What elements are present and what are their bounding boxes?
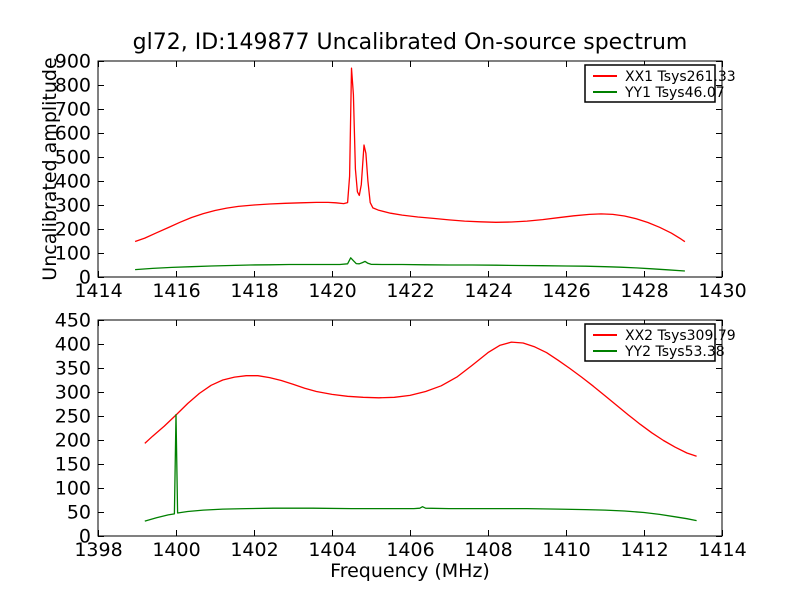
y-axis-label: Uncalibrated amplitude — [39, 57, 61, 281]
legend-label: XX1 Tsys261.33 — [625, 69, 736, 85]
y-tick-label: 800 — [55, 75, 91, 97]
y-tick-label: 300 — [55, 382, 91, 404]
x-tick-label: 1424 — [464, 280, 512, 302]
legend-box-top — [584, 64, 716, 103]
series-line-yy2 — [144, 413, 697, 522]
x-tick-label: 1420 — [308, 280, 356, 302]
series-line-xx1 — [134, 67, 686, 243]
x-tick-label: 1414 — [74, 280, 122, 302]
legend-box-bottom — [584, 323, 716, 362]
x-axis-label: Frequency (MHz) — [330, 560, 490, 582]
x-tick-label: 1422 — [386, 280, 434, 302]
plot-title: gl72, ID:149877 Uncalibrated On-source s… — [132, 30, 688, 55]
y-tick-label: 150 — [55, 454, 91, 476]
x-tick-label: 1406 — [386, 539, 434, 561]
y-tick-label: 400 — [55, 334, 91, 356]
y-tick-label: 400 — [55, 171, 91, 193]
y-tick-label: 450 — [55, 310, 91, 332]
series-line-xx2 — [144, 341, 697, 457]
x-tick-label: 1402 — [230, 539, 278, 561]
y-tick-label: 300 — [55, 195, 91, 217]
y-tick-label: 100 — [55, 243, 91, 265]
y-tick-label: 250 — [55, 406, 91, 428]
y-tick-label: 200 — [55, 219, 91, 241]
y-tick-label: 0 — [79, 526, 91, 548]
x-tick-label: 1400 — [152, 539, 200, 561]
y-tick-label: 900 — [55, 51, 91, 73]
x-tick-label: 1416 — [152, 280, 200, 302]
x-tick-label: 1430 — [698, 280, 746, 302]
y-tick-label: 50 — [67, 502, 91, 524]
x-tick-label: 1410 — [542, 539, 590, 561]
x-tick-label: 1412 — [620, 539, 668, 561]
y-tick-label: 500 — [55, 147, 91, 169]
x-tick-label: 1428 — [620, 280, 668, 302]
y-tick-label: 0 — [79, 267, 91, 289]
x-tick-label: 1408 — [464, 539, 512, 561]
legend-label: YY2 Tsys53.38 — [624, 344, 725, 360]
y-tick-label: 100 — [55, 478, 91, 500]
x-tick-label: 1418 — [230, 280, 278, 302]
series-line-yy1 — [135, 257, 685, 272]
y-tick-label: 700 — [55, 99, 91, 121]
x-tick-label: 1398 — [74, 539, 122, 561]
legend-label: XX2 Tsys309.79 — [625, 328, 736, 344]
y-tick-label: 200 — [55, 430, 91, 452]
legend-label: YY1 Tsys46.07 — [624, 85, 725, 101]
y-tick-label: 350 — [55, 358, 91, 380]
x-tick-label: 1414 — [698, 539, 746, 561]
y-tick-label: 600 — [55, 123, 91, 145]
x-tick-label: 1404 — [308, 539, 356, 561]
x-tick-label: 1426 — [542, 280, 590, 302]
